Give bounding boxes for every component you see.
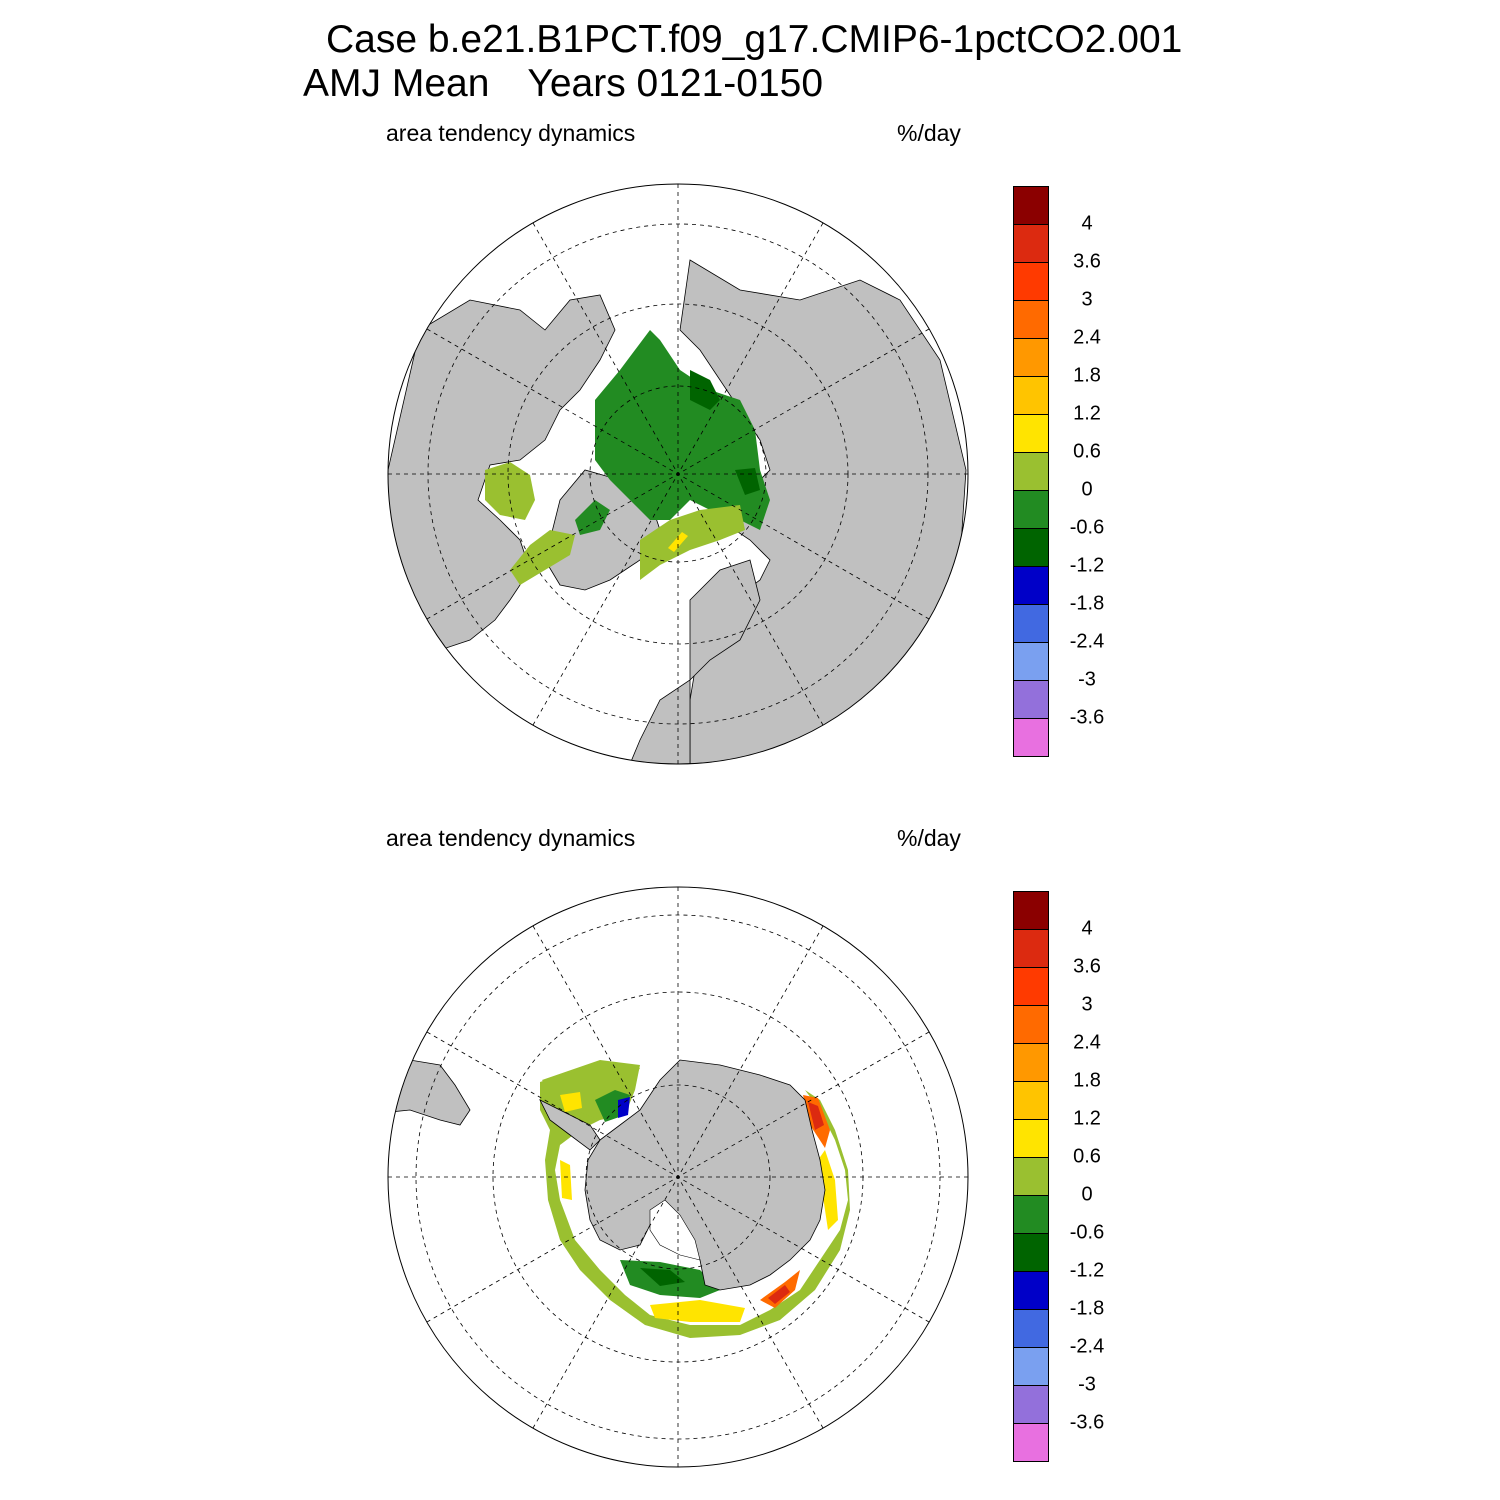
north-colorbar-tick-label: 0 (1081, 478, 1093, 501)
weddell-ice-neg-1-8-blue (618, 1097, 630, 1118)
south-colorbar-tick-label: 2.4 (1073, 1031, 1101, 1054)
season-label: AMJ Mean (303, 62, 490, 105)
south-variable-label: area tendency dynamics (386, 825, 636, 851)
north-colorbar-tick-label: 3.6 (1073, 250, 1101, 273)
north-colorbar-tick-label: -0.6 (1069, 516, 1105, 539)
antarctica-land (584, 1059, 826, 1291)
south-colorbar-tick-label: -2.4 (1069, 1335, 1105, 1358)
north-polar-map (387, 183, 969, 765)
north-colorbar-box (1013, 680, 1049, 718)
north-colorbar-tick-label: 0.6 (1073, 440, 1101, 463)
south-colorbar-tick-label: 0 (1081, 1183, 1093, 1206)
north-colorbar-tick-label: -2.4 (1069, 630, 1105, 653)
weddell-ice-0-6-1-2 (560, 1092, 582, 1112)
greenland-ice-edge-0-6-1-2 (668, 532, 688, 552)
north-colorbar (1013, 186, 1049, 757)
south-colorbar (1013, 891, 1049, 1462)
north-graticule (388, 184, 968, 764)
north-colorbar-box (1013, 300, 1049, 338)
north-colorbar-box (1013, 718, 1049, 757)
north-colorbar-tick-label: -1.2 (1069, 554, 1105, 577)
north-colorbar-tick-label: 4 (1081, 212, 1093, 235)
north-colorbar-box (1013, 186, 1049, 224)
south-colorbar-box (1013, 891, 1049, 929)
north-colorbar-tick-label: -3.6 (1069, 706, 1105, 729)
south-america-land (388, 1059, 471, 1126)
indian-ice-0-6-1-2 (818, 1150, 838, 1230)
south-colorbar-box (1013, 1119, 1049, 1157)
figure-title-case: Case b.e21.B1PCT.f09_g17.CMIP6-1pctCO2.0… (326, 18, 1183, 61)
south-colorbar-box (1013, 1347, 1049, 1385)
north-colorbar-tick-label: -1.8 (1069, 592, 1105, 615)
north-colorbar-tick-label: -3 (1078, 668, 1096, 691)
south-units-label: %/day (897, 825, 961, 851)
north-colorbar-tick-label: 1.2 (1073, 402, 1101, 425)
south-colorbar-box (1013, 1081, 1049, 1119)
south-colorbar-box (1013, 1309, 1049, 1347)
south-colorbar-tick-label: 1.8 (1073, 1069, 1101, 1092)
north-colorbar-box (1013, 338, 1049, 376)
europe-land (629, 559, 761, 764)
north-colorbar-box (1013, 528, 1049, 566)
south-colorbar-tick-label: -1.2 (1069, 1259, 1105, 1282)
south-colorbar-tick-label: -0.6 (1069, 1221, 1105, 1244)
south-colorbar-tick-label: 1.2 (1073, 1107, 1101, 1130)
south-colorbar-tick-label: 3.6 (1073, 955, 1101, 978)
pacific-ice-0-6-1-2 (560, 1160, 572, 1200)
years-label: Years 0121-0150 (527, 62, 824, 105)
arctic-ice-neg-0-6 (595, 330, 770, 530)
north-colorbar-box (1013, 566, 1049, 604)
north-colorbar-box (1013, 224, 1049, 262)
ross-ice-neg-1-2 (640, 1268, 685, 1286)
south-colorbar-box (1013, 1195, 1049, 1233)
south-colorbar-box (1013, 929, 1049, 967)
north-colorbar-tick-label: 1.8 (1073, 364, 1101, 387)
barents-ice-0-0-6 (640, 505, 745, 580)
indian-ice-4-red (808, 1102, 824, 1130)
south-colorbar-tick-label: 0.6 (1073, 1145, 1101, 1168)
north-colorbar-box (1013, 262, 1049, 300)
south-colorbar-tick-label: 4 (1081, 917, 1093, 940)
figure-title-period: AMJ Mean Years 0121-0150 (303, 62, 823, 106)
south-colorbar-box (1013, 1271, 1049, 1309)
north-colorbar-box (1013, 642, 1049, 680)
pacific-ice-4-red (768, 1285, 790, 1304)
south-colorbar-tick-label: -3.6 (1069, 1411, 1105, 1434)
south-colorbar-box (1013, 967, 1049, 1005)
hudson-bay-ice-0-0-6 (485, 462, 535, 520)
ross-ice-shelf (649, 1199, 701, 1261)
north-colorbar-tick-label: 3 (1081, 288, 1093, 311)
north-colorbar-box (1013, 452, 1049, 490)
north-units-label: %/day (897, 120, 961, 146)
south-colorbar-box (1013, 1157, 1049, 1195)
north-colorbar-box (1013, 490, 1049, 528)
baffin-ice-neg-0-6 (575, 500, 610, 535)
north-colorbar-box (1013, 376, 1049, 414)
south-colorbar-box (1013, 1043, 1049, 1081)
north-colorbar-box (1013, 604, 1049, 642)
south-colorbar-box (1013, 1233, 1049, 1271)
south-colorbar-tick-label: -3 (1078, 1373, 1096, 1396)
south-map-border (387, 886, 969, 1468)
south-colorbar-tick-label: 3 (1081, 993, 1093, 1016)
ross-ice-0-6-1-2 (650, 1300, 745, 1322)
labrador-ice-0-0-6 (510, 530, 575, 585)
north-america-land (388, 294, 616, 651)
north-colorbar-box (1013, 414, 1049, 452)
north-map-border (387, 183, 969, 765)
arctic-ice-neg-1-2-patch-2 (735, 468, 760, 495)
south-colorbar-tick-label: -1.8 (1069, 1297, 1105, 1320)
north-colorbar-tick-label: 2.4 (1073, 326, 1101, 349)
north-variable-label: area tendency dynamics (386, 120, 636, 146)
south-graticule (388, 887, 968, 1467)
south-colorbar-box (1013, 1423, 1049, 1462)
south-colorbar-box (1013, 1005, 1049, 1043)
south-colorbar-box (1013, 1385, 1049, 1423)
